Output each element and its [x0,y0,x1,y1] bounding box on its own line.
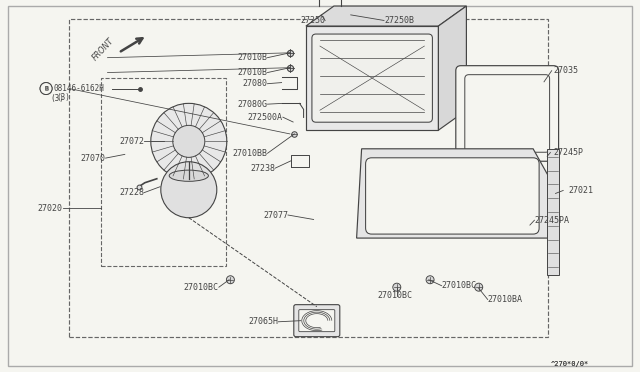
FancyBboxPatch shape [365,158,539,234]
Bar [101,78,226,266]
Polygon shape [356,149,548,238]
Text: 27020: 27020 [37,204,62,213]
Circle shape [227,276,234,284]
FancyBboxPatch shape [294,305,340,337]
Text: 27010B: 27010B [237,68,268,77]
Text: FRONT: FRONT [91,36,116,62]
Circle shape [40,83,52,94]
Text: 27021: 27021 [568,186,593,195]
Polygon shape [306,6,467,26]
Text: 27250: 27250 [300,16,325,25]
FancyBboxPatch shape [465,75,550,152]
Text: 08146-6162H: 08146-6162H [53,84,104,93]
Bar [306,26,438,130]
Circle shape [161,162,217,218]
Ellipse shape [166,173,212,186]
Text: 27080: 27080 [243,79,268,88]
Text: B: B [44,86,48,92]
Text: 27238: 27238 [250,164,275,173]
FancyBboxPatch shape [299,310,335,332]
Text: 27245PA: 27245PA [534,216,570,225]
Text: 27250B: 27250B [384,16,414,25]
Text: 27010BC: 27010BC [378,291,413,300]
Text: 27065H: 27065H [248,317,278,326]
Text: 27010BC: 27010BC [184,283,219,292]
Text: ^270*0/0*: ^270*0/0* [550,361,589,367]
FancyBboxPatch shape [312,34,433,122]
Circle shape [393,283,401,291]
Text: 27010BB: 27010BB [232,149,268,158]
Circle shape [426,276,434,284]
Circle shape [173,125,205,157]
Text: 272500A: 272500A [248,113,283,122]
Text: 27072: 27072 [119,137,144,146]
Text: 27010BA: 27010BA [488,295,523,304]
FancyBboxPatch shape [456,66,559,161]
Bar [547,149,559,275]
Polygon shape [438,6,467,130]
Text: (3): (3) [50,94,64,103]
Text: B: B [44,86,48,91]
Text: 27080G: 27080G [237,100,268,109]
Text: 27245P: 27245P [554,148,584,157]
Circle shape [151,103,227,179]
Ellipse shape [169,170,209,181]
Text: 27035: 27035 [554,66,579,75]
Text: 27010B: 27010B [237,53,268,62]
Text: ^270*0/0*: ^270*0/0* [550,361,589,367]
Text: 27228: 27228 [119,188,144,197]
Circle shape [475,283,483,291]
Text: (3): (3) [56,93,70,102]
Bar [69,19,548,337]
Text: 27077: 27077 [263,211,288,219]
Text: 27010BC: 27010BC [442,281,477,290]
Text: 27070: 27070 [81,154,106,163]
Circle shape [40,83,52,94]
